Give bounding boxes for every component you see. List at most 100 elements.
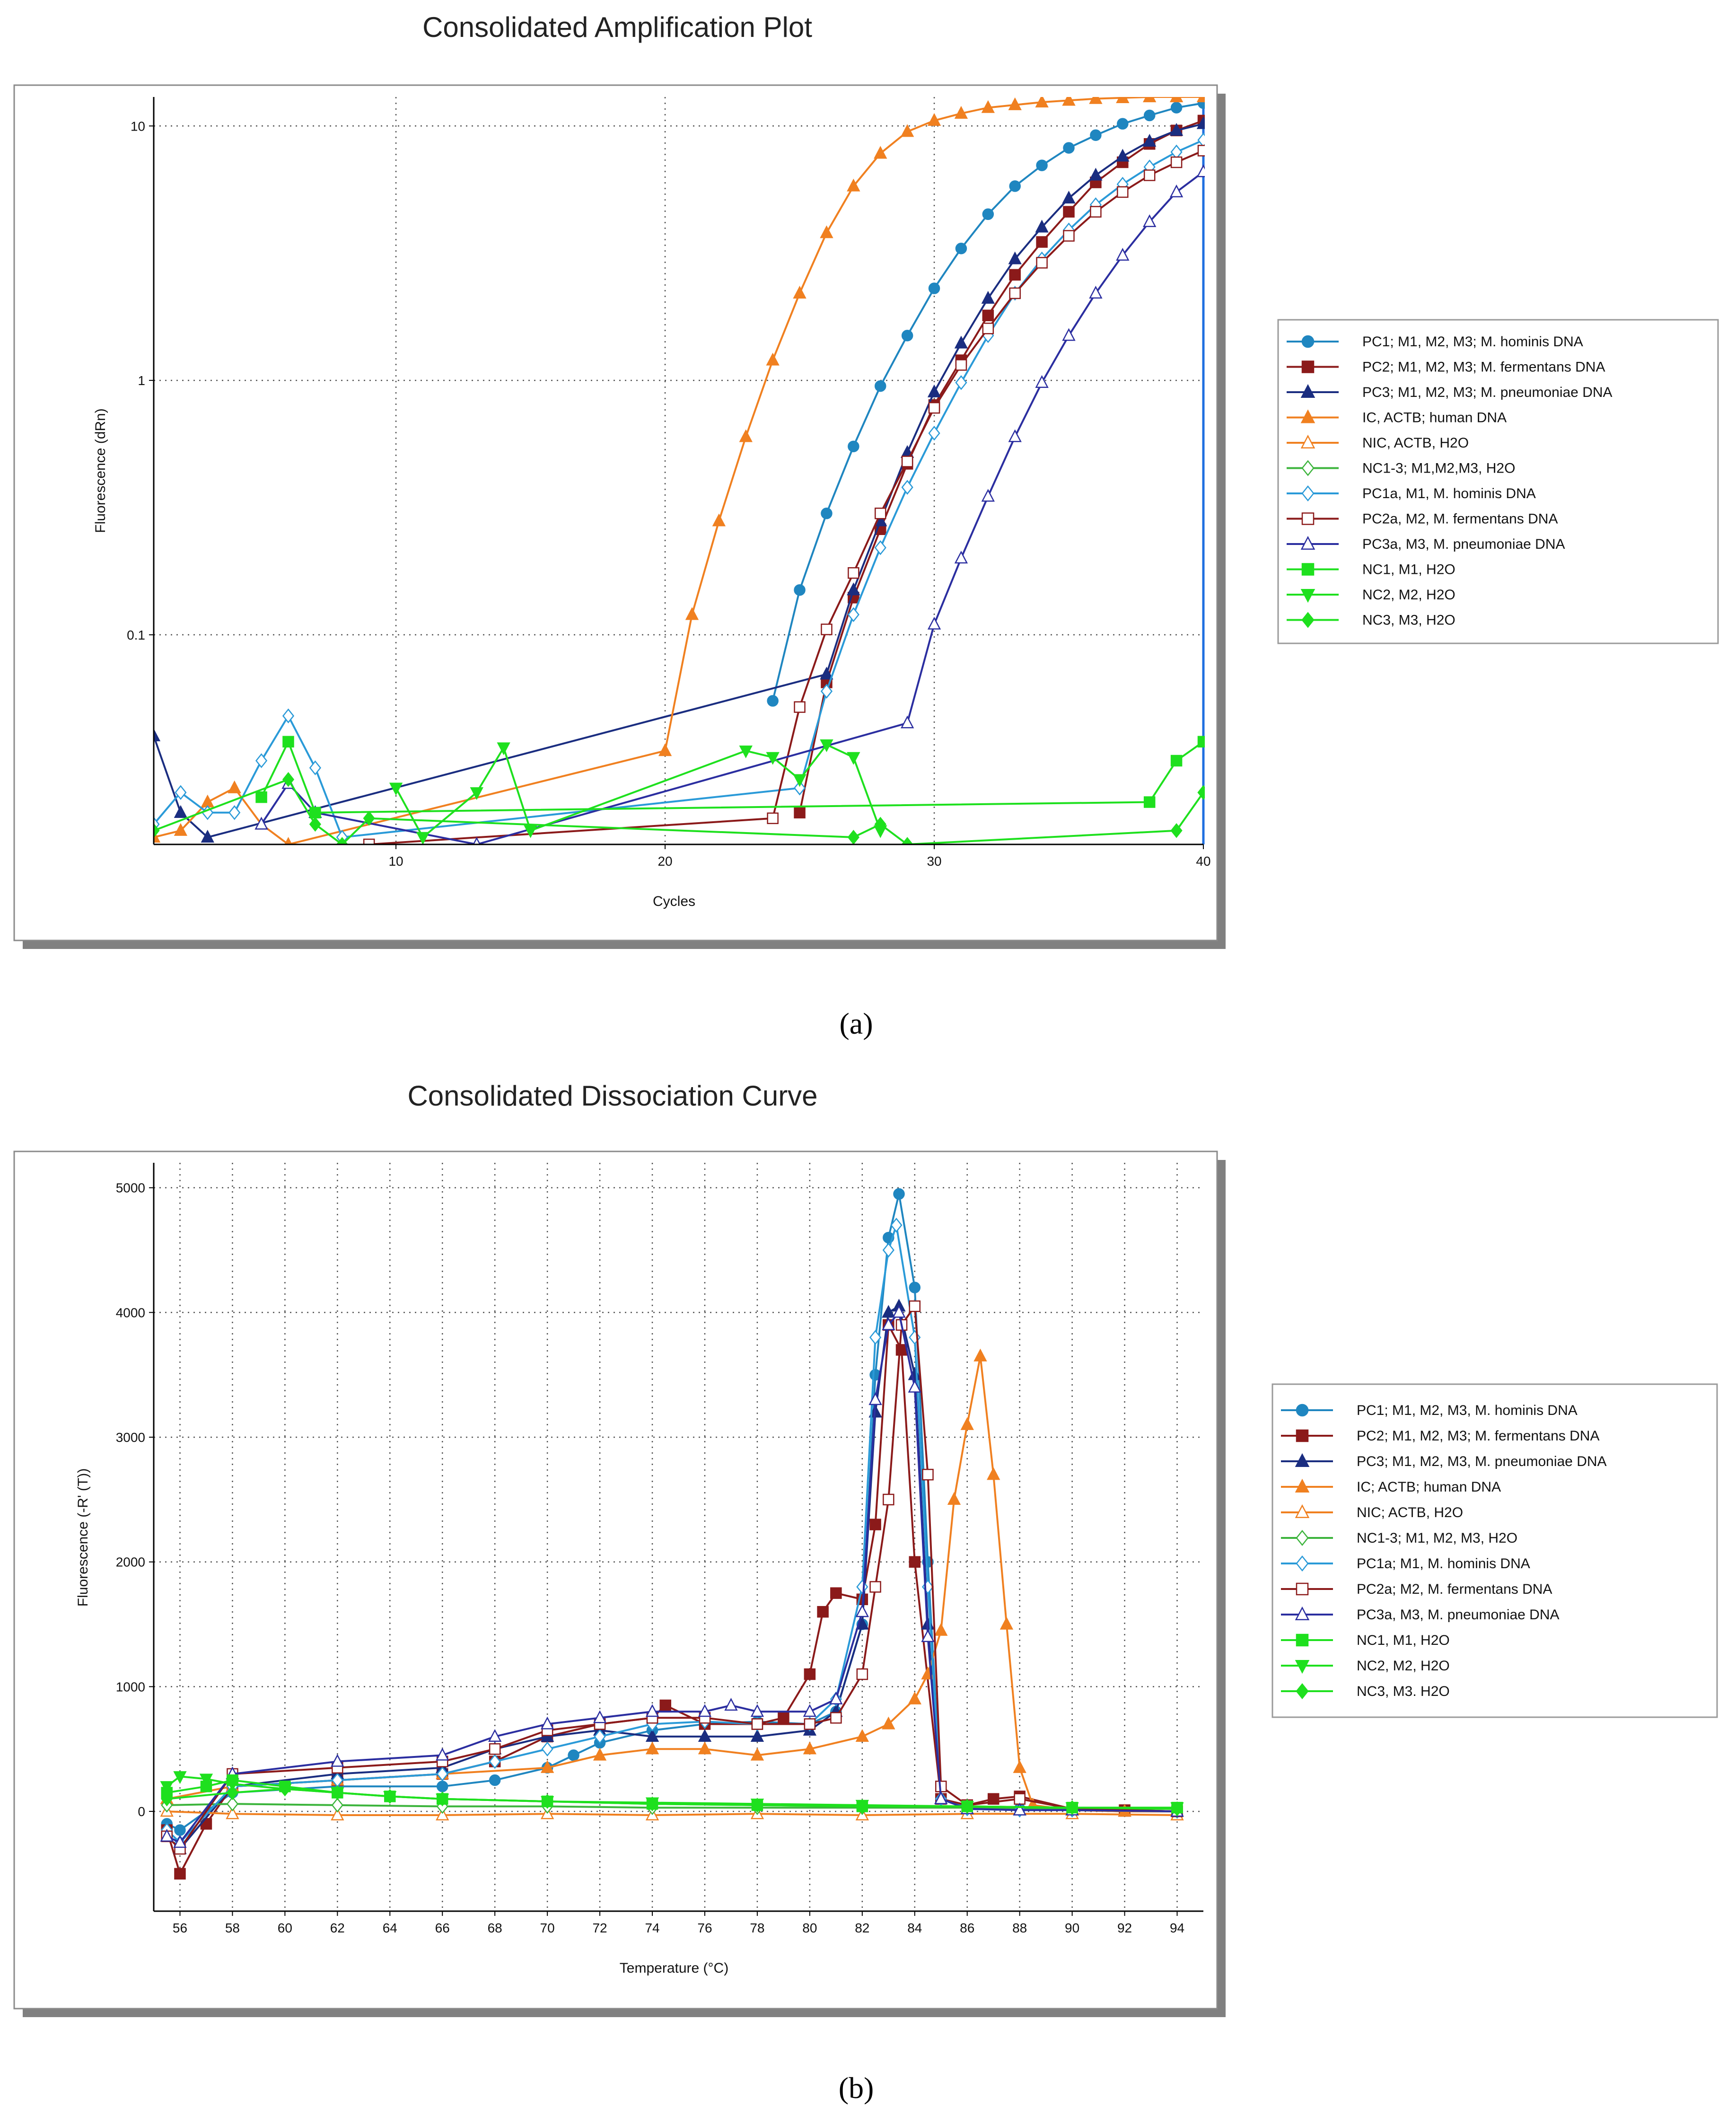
data-point xyxy=(724,1698,738,1711)
data-point xyxy=(882,1305,895,1318)
legend-entry: NIC, ACTB, H2O xyxy=(1287,434,1469,451)
data-point xyxy=(1035,375,1049,388)
data-point xyxy=(1143,97,1157,103)
legend-swatch-marker xyxy=(1295,1453,1310,1467)
data-point xyxy=(1196,97,1205,103)
data-point xyxy=(901,480,913,495)
data-point xyxy=(882,1242,894,1258)
data-point xyxy=(1170,755,1183,767)
data-point xyxy=(927,616,941,630)
legend-entry: PC3; M1, M2, M3, M. pneumoniae DNA xyxy=(1281,1453,1607,1469)
chart-a-title: Consolidated Amplification Plot xyxy=(422,11,812,43)
data-point xyxy=(874,508,886,519)
legend-swatch-marker xyxy=(1295,1606,1310,1621)
data-point xyxy=(739,429,753,442)
data-point xyxy=(659,1699,672,1712)
x-tick-label: 10 xyxy=(388,854,403,869)
legend-entry: PC3a, M3, M. pneumoniae DNA xyxy=(1287,536,1565,552)
x-tick-label: 30 xyxy=(927,854,941,869)
data-point xyxy=(954,551,968,564)
legend-entry: PC3; M1, M2, M3; M. pneumoniae DNA xyxy=(1287,384,1613,400)
data-point xyxy=(201,830,214,843)
data-point xyxy=(594,1729,606,1744)
data-point xyxy=(821,623,833,635)
chart-b-tick-labels: 56 58 60 62 64 66 68 70 72 74 76 78 80 82 84 86 88 90 92 94… xyxy=(116,1181,1184,1935)
y-tick-label: 4000 xyxy=(116,1305,145,1320)
data-point xyxy=(900,715,914,729)
chart-a-plot-area xyxy=(154,97,1203,844)
data-point xyxy=(955,375,967,390)
data-point xyxy=(1009,269,1021,281)
data-point xyxy=(1143,214,1157,228)
data-point xyxy=(1143,169,1156,181)
legend-label: PC2; M1, M2, M3; M. fermentans DNA xyxy=(1362,360,1605,375)
data-point xyxy=(309,807,321,819)
data-point xyxy=(928,425,940,441)
data-point xyxy=(900,124,914,137)
x-tick-label: 88 xyxy=(1012,1921,1027,1935)
data-point xyxy=(1008,429,1022,442)
data-point xyxy=(1036,236,1048,248)
legend-entry: IC; ACTB; human DNA xyxy=(1281,1478,1501,1495)
data-point xyxy=(489,1743,501,1755)
legend-entry: NC2, M2, H2O xyxy=(1287,587,1455,603)
data-point xyxy=(541,1794,553,1809)
data-point xyxy=(282,736,294,748)
data-point xyxy=(874,380,886,392)
x-tick-label: 68 xyxy=(488,1921,502,1935)
legend-label: IC, ACTB; human DNA xyxy=(1362,410,1507,426)
data-point xyxy=(921,1629,935,1642)
legend-swatch-marker xyxy=(1300,588,1315,603)
y-tick-label: 2000 xyxy=(116,1555,145,1570)
legend-entry: NIC; ACTB, H2O xyxy=(1281,1504,1463,1520)
data-point xyxy=(922,1468,934,1481)
y-tick-label: 1 xyxy=(138,373,145,388)
legend-swatch-marker xyxy=(1301,512,1315,525)
data-point xyxy=(767,695,779,707)
data-point xyxy=(698,1729,712,1742)
data-point xyxy=(1171,1801,1184,1817)
chart-a-legend-entries: PC1; M1, M2, M3; M. hominis DNA PC2; M1, … xyxy=(1287,334,1613,628)
data-point xyxy=(436,1808,449,1821)
data-point xyxy=(226,1806,239,1819)
data-point xyxy=(489,1754,501,1769)
data-point xyxy=(982,208,994,220)
data-point xyxy=(174,805,188,818)
data-point xyxy=(847,178,860,192)
series-11 xyxy=(154,772,1205,844)
series-9 xyxy=(255,736,1205,819)
data-point xyxy=(751,1718,763,1730)
x-tick-label: 60 xyxy=(278,1921,292,1935)
data-point xyxy=(199,1774,213,1787)
x-tick-label: 64 xyxy=(383,1921,397,1935)
data-point xyxy=(820,667,833,680)
data-point xyxy=(389,782,403,796)
data-point xyxy=(436,1781,448,1792)
data-point xyxy=(934,1623,948,1636)
data-point xyxy=(766,752,780,765)
legend-swatch-marker xyxy=(1301,460,1315,476)
legend-swatch-marker xyxy=(1300,384,1315,398)
data-point xyxy=(540,1760,554,1773)
data-point xyxy=(1035,97,1049,108)
legend-entry: NC1, M1, H2O xyxy=(1281,1633,1450,1648)
data-point xyxy=(568,1749,579,1761)
data-point xyxy=(254,817,268,830)
legend-label: PC2; M1, M2, M3; M. fermentans DNA xyxy=(1357,1428,1599,1444)
legend-label: PC3; M1, M2, M3; M. pneumoniae DNA xyxy=(1362,385,1613,400)
x-tick-label: 94 xyxy=(1170,1921,1184,1935)
y-tick-label: 3000 xyxy=(116,1430,145,1445)
legend-swatch-marker xyxy=(1296,1429,1309,1442)
data-point xyxy=(830,1712,842,1724)
data-point xyxy=(698,1704,712,1717)
legend-entry: NC1, M1, H2O xyxy=(1287,562,1455,578)
y-tick-label: 0 xyxy=(138,1804,145,1819)
data-point xyxy=(658,743,672,756)
data-point xyxy=(882,1716,895,1730)
data-point xyxy=(874,146,887,159)
data-point xyxy=(1116,97,1130,103)
data-point xyxy=(803,1704,817,1717)
x-tick-label: 40 xyxy=(1196,854,1210,869)
data-point xyxy=(160,1828,174,1842)
legend-swatch-marker xyxy=(1301,360,1315,373)
